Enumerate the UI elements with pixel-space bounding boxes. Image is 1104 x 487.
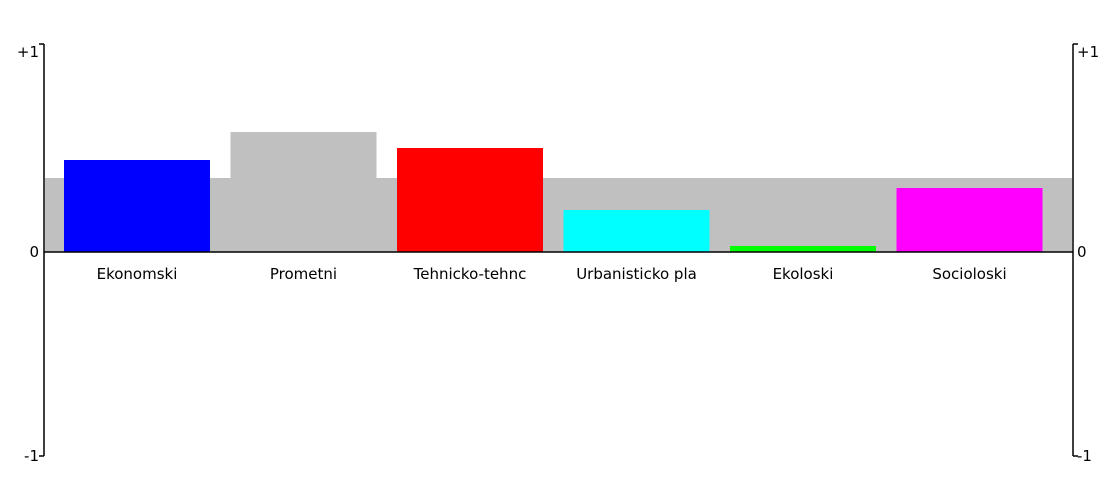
left-y-tick-label: -1 bbox=[24, 447, 39, 465]
bar-tehnicko-tehnc bbox=[397, 148, 543, 252]
right-y-tick-label: 0 bbox=[1077, 243, 1087, 261]
category-label: Ekoloski bbox=[773, 265, 834, 283]
bars-layer bbox=[64, 132, 1043, 252]
bar-urbanisticko-pla bbox=[563, 210, 710, 252]
bar-prometni bbox=[230, 132, 377, 252]
left-y-tick-label: +1 bbox=[17, 43, 39, 61]
left-y-tick-label: 0 bbox=[29, 243, 39, 261]
bar-ekonomski bbox=[64, 160, 210, 252]
category-label: Prometni bbox=[270, 265, 337, 283]
category-label: Ekonomski bbox=[97, 265, 178, 283]
axes-layer bbox=[39, 43, 1078, 457]
right-y-tick-label: +1 bbox=[1077, 43, 1099, 61]
category-label: Tehnicko-tehnc bbox=[413, 265, 527, 283]
bar-ekoloski bbox=[730, 246, 876, 252]
right-y-tick-label: -1 bbox=[1077, 447, 1092, 465]
category-label: Urbanisticko pla bbox=[576, 265, 697, 283]
category-label: Socioloski bbox=[932, 265, 1006, 283]
bar-socioloski bbox=[896, 188, 1043, 252]
labels-layer: Ekonomski Prometni Tehnicko-tehnc Urbanisti… bbox=[17, 43, 1099, 465]
